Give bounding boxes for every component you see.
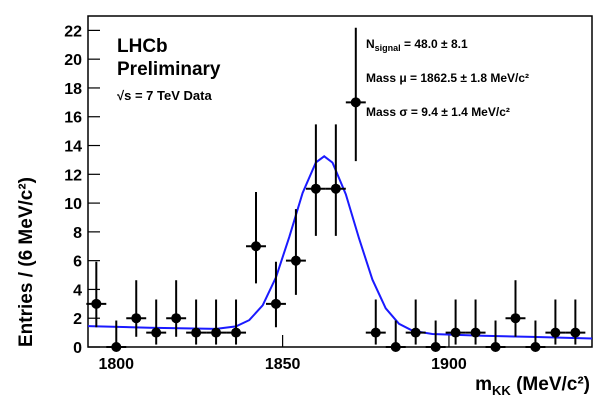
experiment-label: LHCb — [117, 36, 168, 57]
data-point — [530, 342, 541, 352]
text: m — [475, 374, 492, 395]
text: N — [366, 37, 375, 51]
data-point — [111, 342, 122, 352]
y-tick-label: 6 — [73, 254, 82, 271]
y-tick-label: 14 — [64, 139, 82, 156]
y-tick-label: 2 — [73, 311, 82, 328]
y-tick-label: 20 — [64, 52, 82, 69]
y-tick-label: 22 — [64, 23, 82, 40]
data-point — [410, 327, 421, 338]
text: (MeV/c²) — [511, 374, 590, 395]
data-point — [151, 327, 162, 338]
data-point — [330, 183, 341, 194]
data-point — [470, 327, 481, 338]
y-tick-label: 8 — [73, 225, 82, 242]
data-point — [390, 342, 401, 352]
data-point — [131, 313, 142, 324]
data-point — [231, 327, 242, 338]
data-point — [251, 241, 261, 252]
data-point — [290, 255, 301, 266]
data-point — [570, 327, 581, 338]
y-tick-label: 0 — [73, 340, 82, 357]
y-tick-label: 12 — [64, 167, 82, 184]
nsignal-label: Nsignal = 48.0 ± 8.1 — [366, 37, 468, 53]
data-point — [370, 327, 381, 338]
x-axis-label: mKK (MeV/c²) — [475, 374, 590, 398]
x-tick-label: 1900 — [431, 356, 467, 373]
data-point — [310, 183, 321, 194]
y-tick-label: 18 — [64, 81, 82, 98]
data-point — [91, 298, 102, 309]
y-tick-label: 10 — [64, 196, 82, 213]
text: KK — [492, 383, 511, 398]
data-point — [430, 342, 441, 352]
x-tick-label: 1850 — [265, 356, 301, 373]
data-point — [350, 97, 361, 108]
data-point — [270, 298, 281, 309]
mass-mu-label: Mass μ = 1862.5 ± 1.8 MeV/c² — [366, 71, 529, 85]
x-tick-label: 1800 — [98, 356, 134, 373]
data-point — [490, 342, 501, 352]
data-point — [211, 327, 222, 338]
data-point — [171, 313, 182, 324]
text: signal — [375, 43, 401, 53]
y-tick-label: 4 — [73, 282, 82, 299]
data-point — [510, 313, 521, 324]
data-point — [550, 327, 561, 338]
data-point — [191, 327, 202, 338]
y-axis-label: Entries / (6 MeV/c²) — [16, 177, 37, 347]
mass-sigma-label: Mass σ = 9.4 ± 1.4 MeV/c² — [366, 105, 510, 119]
status-label: Preliminary — [117, 59, 221, 80]
y-tick-label: 16 — [64, 110, 82, 127]
energy-label: √s = 7 TeV Data — [117, 88, 212, 103]
plot-frame — [87, 15, 593, 348]
data-point — [450, 327, 461, 338]
text: = 48.0 ± 8.1 — [401, 37, 468, 51]
